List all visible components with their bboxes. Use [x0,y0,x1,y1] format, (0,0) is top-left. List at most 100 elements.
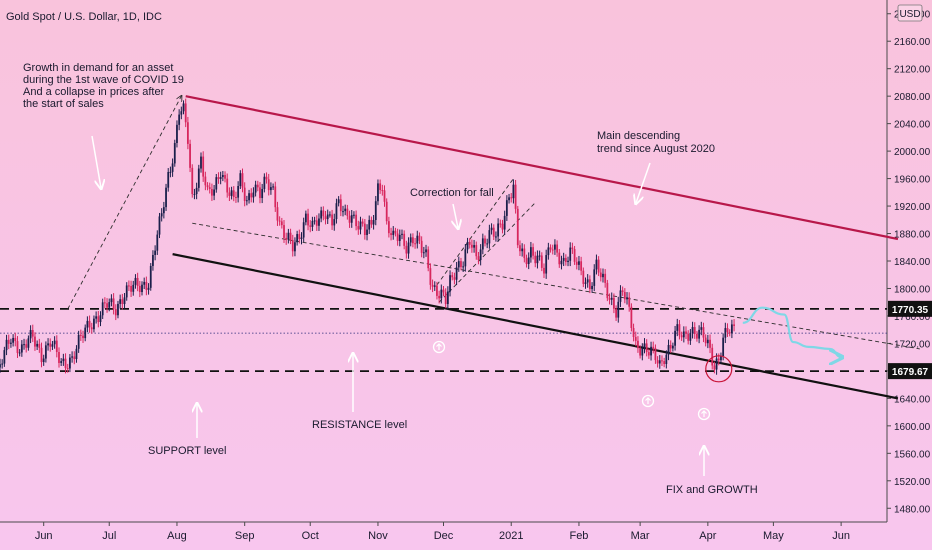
candle [16,336,19,358]
support-price-label: 1679.67 [892,367,929,378]
price-axis[interactable]: 2200.002160.002120.002080.002040.002000.… [886,0,931,522]
candle [562,252,565,267]
candle-body [158,216,161,235]
candle-body [374,201,377,220]
candle-body [619,290,622,302]
correction-arrow [453,203,458,228]
candle [300,232,303,245]
candle-body [110,298,113,303]
candle-body [160,213,163,217]
candle [88,315,91,333]
candle [682,326,685,343]
candle [623,288,626,304]
up-arrow-icon [697,407,711,421]
candle-body [706,339,709,344]
candle [160,208,163,222]
candle [184,98,187,128]
candle-body [562,257,565,261]
candle-body [180,111,183,115]
candle-body [604,273,607,283]
candle [125,282,128,301]
candle-body [462,266,465,268]
candle [333,213,336,231]
candle-body [433,285,436,287]
price-tick-label: 1720.00 [894,339,931,350]
price-tick-label: 2040.00 [894,120,931,131]
candle-body [451,275,454,278]
candle [5,334,8,356]
time-tick-label: Feb [569,530,588,542]
candle [464,244,467,272]
candle-body [12,337,15,343]
candle [449,270,451,297]
candle [165,183,167,211]
candle [342,205,344,217]
candle [348,210,351,228]
candle [186,116,189,150]
candle [58,347,60,368]
candle [239,170,242,190]
candle [468,238,471,249]
candle-body [193,194,196,196]
candle [79,329,82,341]
candle [713,361,716,374]
candle-body [99,315,102,323]
candle-body [473,245,475,248]
candle-body [221,175,224,178]
candle [73,351,76,365]
candle [313,216,316,225]
candle-body [123,297,126,305]
candle-body [495,236,497,238]
time-tick-label: Jun [35,530,53,542]
candle-body [665,354,668,364]
candle [444,288,447,309]
candle-body [186,122,189,144]
candle [409,233,412,247]
candle [722,333,725,361]
time-tick-label: 2021 [499,530,523,542]
candle-body [545,255,548,274]
candle [101,298,104,319]
candle [366,224,368,241]
candle-body [206,185,209,188]
candle [543,263,545,278]
candle-body [47,343,49,346]
candle-body [372,219,375,225]
time-axis[interactable]: Jun Jul Aug Sep Oct Nov Dec 2021 Feb Mar Apr May Jun [0,521,887,542]
candle-body [698,329,701,339]
candle [403,230,406,250]
candle [252,187,255,203]
candle [538,250,541,261]
candle-body [658,360,661,364]
candle-body [632,328,635,337]
candle [171,158,174,177]
candle [442,285,445,297]
candle [637,336,639,353]
candle [182,100,185,115]
time-tick-label: May [763,530,784,542]
candle [595,254,598,275]
candle [195,182,198,200]
candle-body [687,333,690,341]
candle [702,322,705,343]
candle [608,293,611,305]
candle [110,294,113,307]
candle-body [322,210,325,217]
candle-body [274,186,277,208]
candle-body [278,220,281,222]
time-tick-label: Jun [832,530,850,542]
candle [652,341,655,354]
candle [130,280,132,298]
candle [418,232,421,245]
candle [726,323,729,337]
candle [711,343,714,370]
resistance-price-badge [888,300,932,317]
candle-body [554,244,556,250]
candle [298,229,301,244]
candle-body [357,226,360,230]
candle-body [359,221,362,230]
candle-body [309,225,312,227]
candle-body [431,284,434,287]
candle [569,242,572,267]
candle-body [75,348,78,360]
